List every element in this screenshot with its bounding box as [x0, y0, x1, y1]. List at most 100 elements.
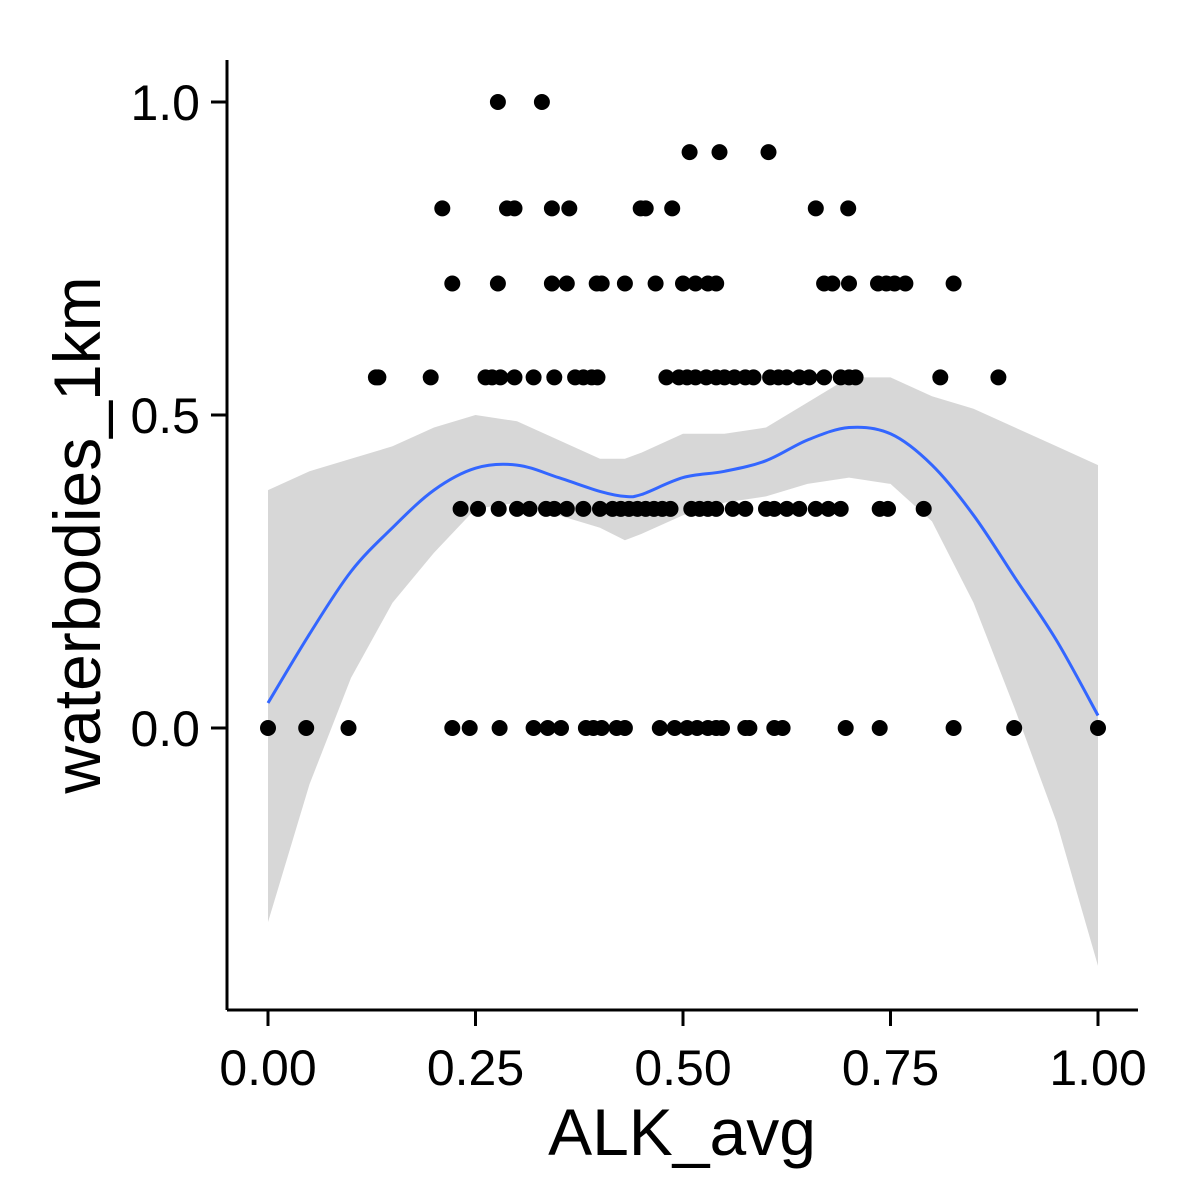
data-point [444, 720, 461, 736]
data-point [871, 720, 888, 736]
data-point [681, 144, 698, 161]
data-point [506, 200, 523, 217]
data-point [816, 369, 833, 386]
data-point [546, 500, 563, 517]
data-point [592, 500, 608, 517]
data-point [434, 200, 451, 217]
y-tick-label: 0.5 [130, 388, 200, 444]
data-point [461, 720, 478, 736]
data-point [807, 200, 824, 217]
data-point [593, 720, 610, 736]
data-point [444, 275, 461, 292]
data-point [766, 500, 783, 517]
data-point [525, 720, 542, 736]
data-point [737, 500, 754, 517]
data-point [801, 369, 818, 386]
data-point [509, 500, 525, 517]
data-point [880, 500, 896, 517]
data-point [553, 720, 569, 736]
data-point [558, 275, 575, 292]
data-point [491, 720, 508, 736]
y-axis-title: waterbodies_1km [40, 276, 114, 794]
data-point [778, 369, 795, 386]
data-point [658, 369, 675, 386]
data-point [470, 500, 486, 517]
data-point [1006, 720, 1023, 736]
data-point [533, 94, 550, 110]
data-point [1090, 720, 1106, 736]
data-point [741, 720, 758, 736]
data-point [260, 720, 276, 736]
data-point [666, 720, 683, 736]
data-point [662, 500, 679, 517]
data-point [837, 720, 854, 736]
data-point [370, 369, 387, 386]
confidence-band-area [268, 377, 1098, 966]
data-point [543, 200, 560, 217]
data-point [543, 275, 560, 292]
data-point [489, 275, 506, 292]
data-point [506, 369, 523, 386]
ticks: 0.00 0.25 0.50 0.75 1.00 0.0 0.5 1.0 [130, 75, 1146, 1096]
data-point [774, 720, 791, 736]
data-point [340, 720, 357, 736]
data-point [490, 500, 507, 517]
data-point [651, 720, 668, 736]
x-tick-label: 0.25 [427, 1040, 524, 1096]
data-point [561, 200, 578, 217]
data-point [521, 500, 538, 517]
smooth-line [266, 425, 1100, 717]
data-point [714, 720, 730, 736]
data-point [760, 144, 777, 161]
confidence-band [268, 377, 1098, 966]
scatter-points [260, 94, 1106, 736]
data-point [539, 720, 556, 736]
data-point [664, 200, 681, 217]
y-tick-label: 0.0 [130, 701, 200, 757]
data-point [745, 369, 762, 386]
data-point [832, 500, 849, 517]
data-point [593, 275, 610, 292]
data-point [575, 500, 592, 517]
data-point [637, 200, 654, 217]
data-point [647, 275, 664, 292]
smooth-curve [266, 425, 1100, 717]
data-point [708, 500, 725, 517]
data-point [675, 275, 691, 292]
data-point [945, 275, 962, 292]
data-point [452, 500, 469, 517]
x-tick-label: 1.00 [1049, 1040, 1146, 1096]
data-point [932, 369, 949, 386]
data-point [525, 369, 542, 386]
data-point [847, 369, 864, 386]
data-point [687, 275, 704, 292]
data-point [841, 275, 857, 292]
data-point [298, 720, 315, 736]
data-point [489, 94, 506, 110]
data-point [616, 275, 633, 292]
data-point [840, 200, 857, 217]
data-point [708, 275, 725, 292]
x-tick-label: 0.50 [634, 1040, 731, 1096]
x-tick-label: 0.75 [842, 1040, 939, 1096]
data-point [616, 720, 633, 736]
data-point [546, 369, 563, 386]
data-point [824, 275, 841, 292]
data-point [820, 500, 837, 517]
data-point [945, 720, 962, 736]
data-point [492, 369, 509, 386]
data-point [897, 275, 914, 292]
data-point [589, 369, 606, 386]
data-point [711, 144, 728, 161]
data-point [915, 500, 932, 517]
x-tick-label: 0.00 [219, 1040, 316, 1096]
y-tick-label: 1.0 [130, 75, 200, 131]
data-point [791, 500, 808, 517]
data-point [807, 500, 824, 517]
x-axis-title: ALK_avg [548, 1095, 816, 1169]
data-point [422, 369, 439, 386]
data-point [990, 369, 1007, 386]
data-point [778, 500, 795, 517]
data-point [724, 500, 741, 517]
